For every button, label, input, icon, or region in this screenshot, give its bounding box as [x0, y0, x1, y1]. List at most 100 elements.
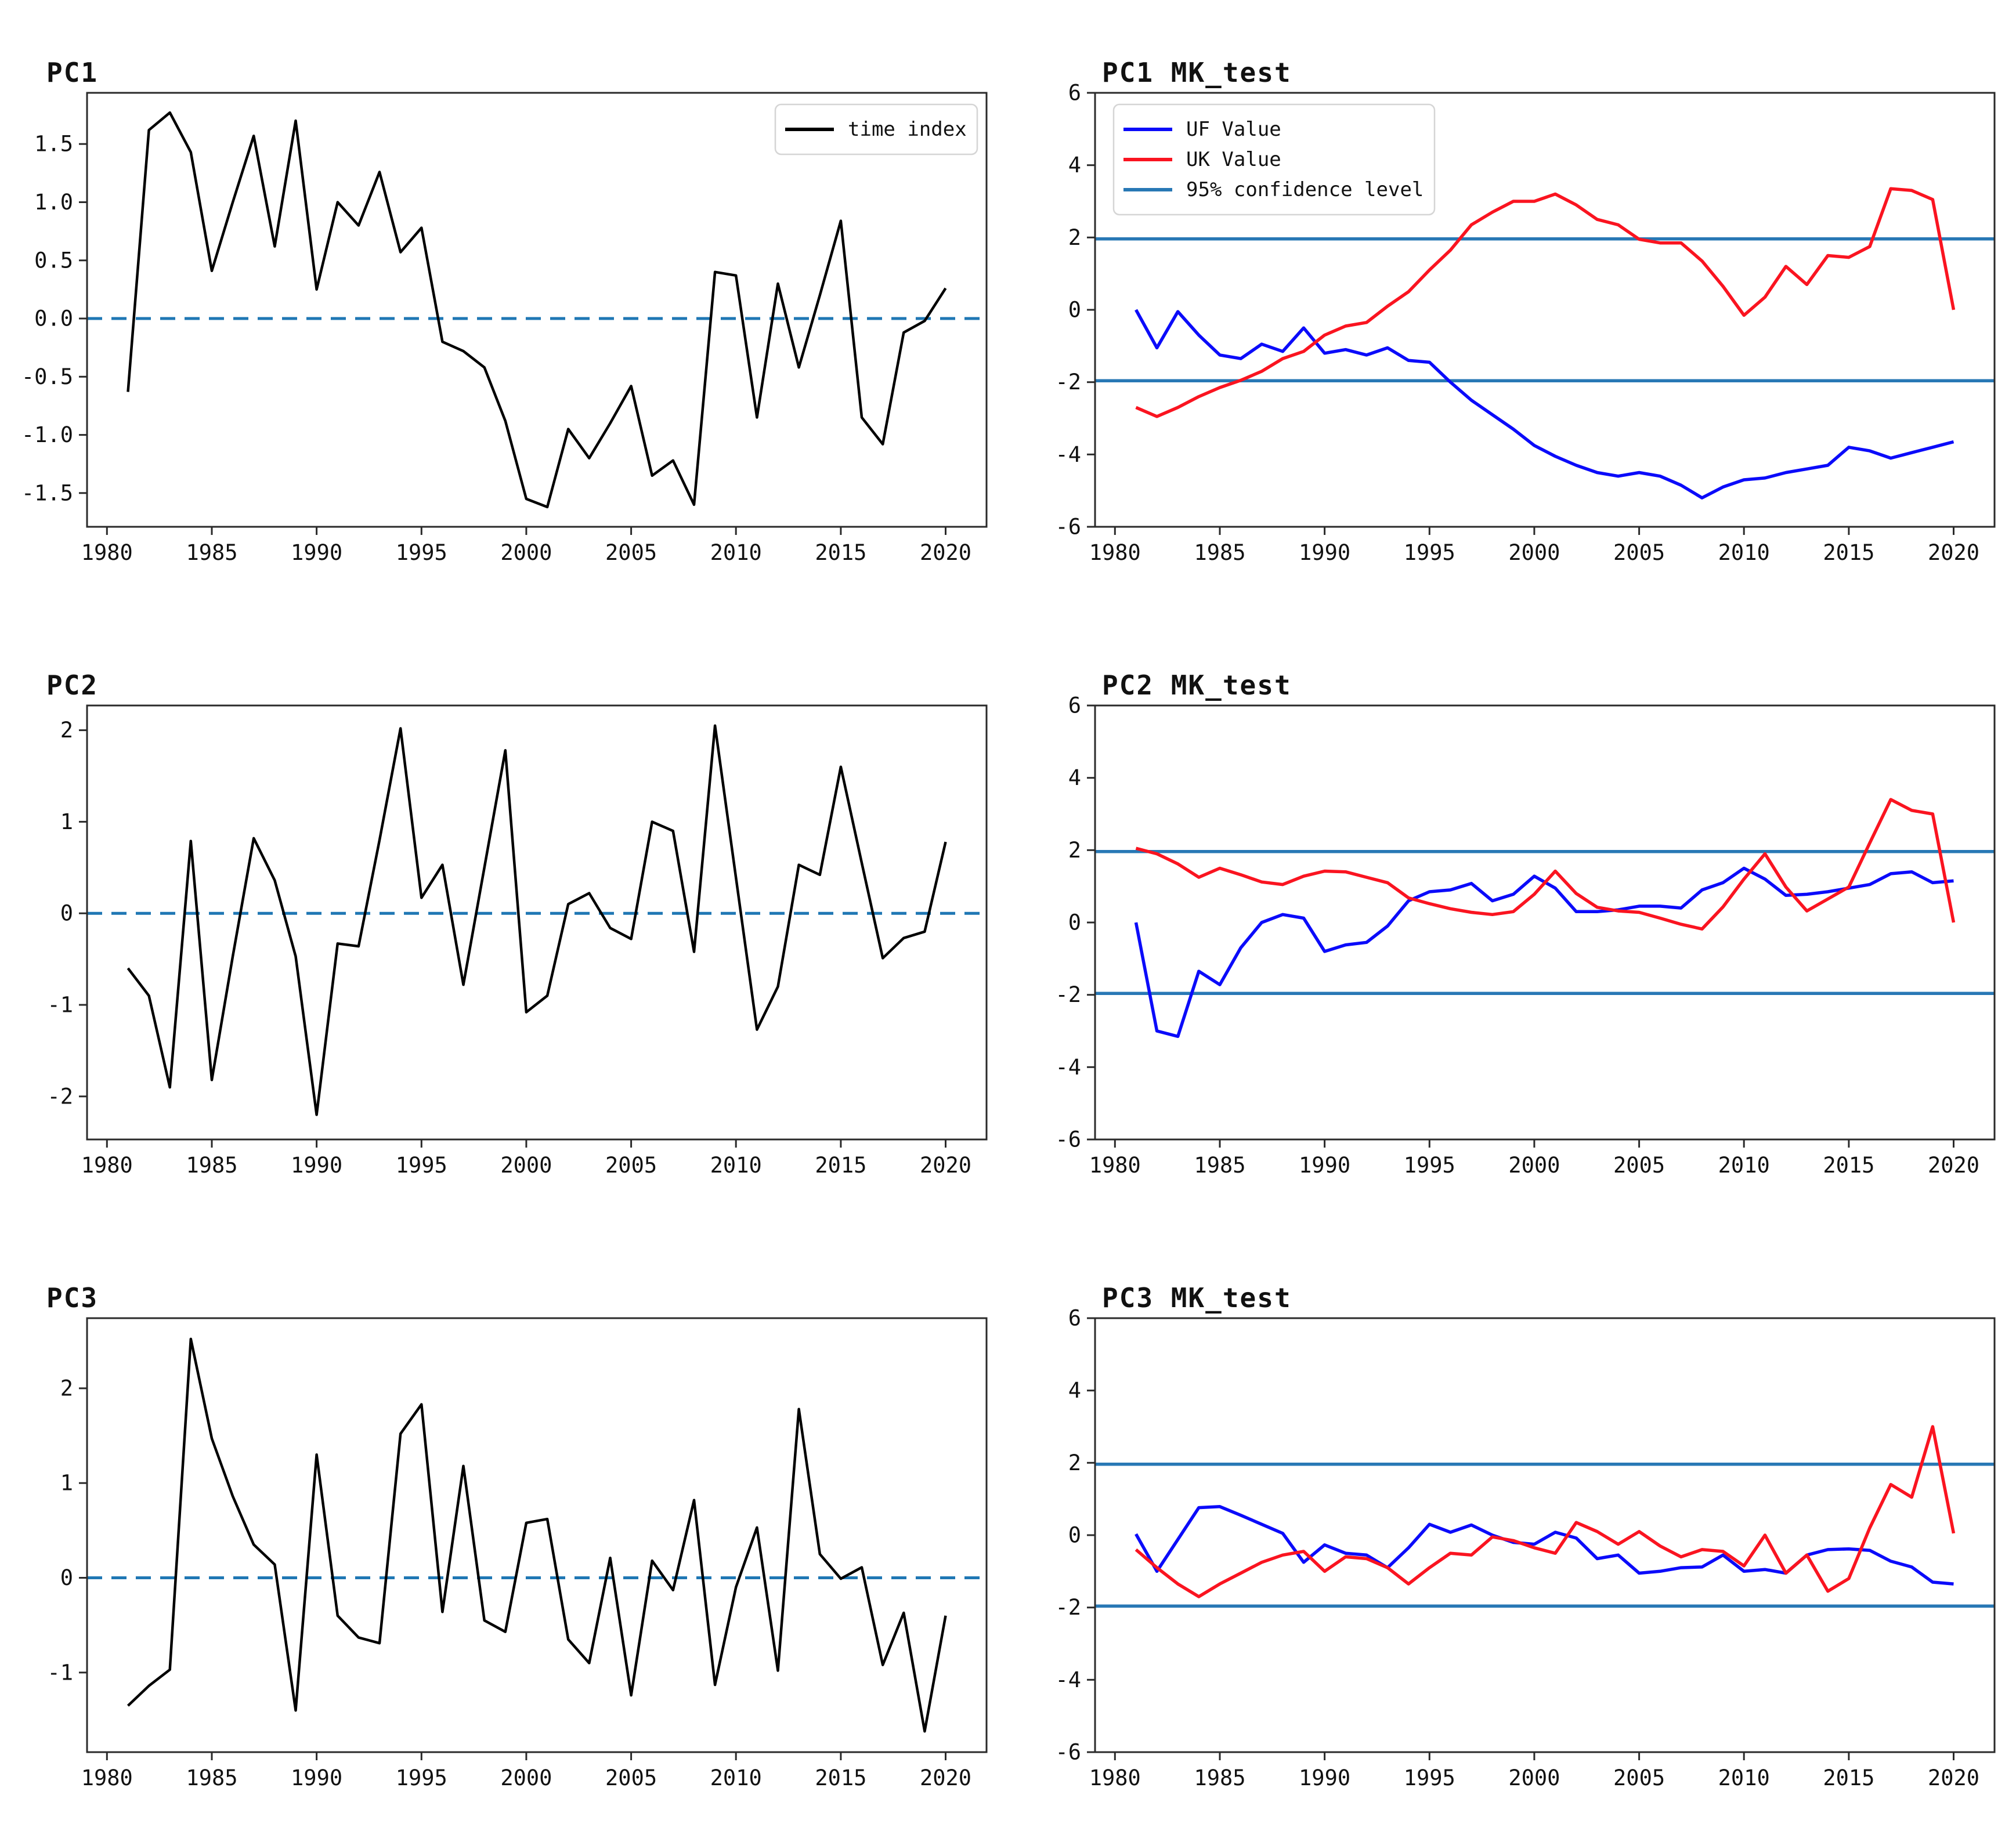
chart-canvas-pc1: 1980 1985 1990 1995 2000 2005 2010 2015 2020 -1.5…	[0, 0, 1008, 613]
x-tick-label: 2000	[500, 540, 552, 565]
x-tick-label: 2015	[1823, 1765, 1874, 1790]
y-tick-label: 6	[1068, 81, 1081, 106]
x-tick-label: 1980	[1089, 1153, 1141, 1178]
x-tick-label: 2000	[500, 1153, 552, 1178]
chart-title-pc1: PC1	[46, 57, 99, 89]
y-tick-label: -0.5	[21, 364, 73, 389]
chart-canvas-pc1-mk-test: 1980 1985 1990 1995 2000 2005 2010 2015 2020 -6 -4…	[1008, 0, 2016, 613]
chart-svg-pc2-mk-test: 1980 1985 1990 1995 2000 2005 2010 2015 2020 -6 -4…	[1055, 693, 1996, 1178]
legend-label-95-confidence-level: 95% confidence level	[1186, 178, 1424, 201]
y-tick-label: -6	[1055, 1127, 1081, 1152]
y-tick-label: -1	[47, 1660, 73, 1685]
series-uf-value-line	[1135, 1505, 1954, 1586]
x-tick-label: 1980	[1089, 540, 1141, 565]
legend: time index	[774, 103, 978, 155]
x-tick-label: 1990	[1299, 1765, 1350, 1790]
x-tick-label: 2015	[815, 540, 866, 565]
x-tick-label: 1980	[81, 1153, 133, 1178]
axes-frame	[86, 1317, 988, 1753]
x-tick-label: 2005	[605, 540, 657, 565]
x-tick-label: 2000	[1508, 540, 1560, 565]
x-tick-label: 2000	[500, 1765, 552, 1790]
y-tick-label: 1.0	[34, 190, 73, 215]
x-tick-label: 1985	[186, 1765, 237, 1790]
series-time-index-line	[127, 1337, 947, 1733]
axes-frame	[86, 704, 988, 1141]
y-tick-label: 1	[60, 809, 73, 834]
subplot-pc1-mk-test: PC1 MK_test 1980 1985 1990 1995 2000 2005 2010…	[1008, 0, 2016, 613]
chart-canvas-pc3: 1980 1985 1990 1995 2000 2005 2010 2015 2020 -1 0 1…	[0, 1225, 1008, 1838]
y-tick-label: 1	[60, 1471, 73, 1496]
subplot-pc3-mk-test: PC3 MK_test 1980 1985 1990 1995 2000 2005 2010…	[1008, 1225, 2016, 1838]
y-tick-label: 2	[60, 1376, 73, 1401]
series-uk-value-line	[1135, 1425, 1956, 1598]
axes-frame	[1094, 704, 1996, 1141]
legend-label-uk-value: UK Value	[1186, 148, 1281, 171]
chart-title-pc3-mk-test: PC3 MK_test	[1102, 1282, 1292, 1314]
y-tick-label: -4	[1055, 1667, 1081, 1692]
x-tick-label: 1995	[396, 1765, 447, 1790]
x-tick-label: 2005	[605, 1153, 657, 1178]
y-tick-label: 0.0	[34, 306, 73, 331]
x-tick-label: 2005	[1613, 1765, 1665, 1790]
y-tick-label: -6	[1055, 1740, 1081, 1765]
x-tick-label: 2005	[1613, 540, 1665, 565]
chart-svg-pc2: 1980 1985 1990 1995 2000 2005 2010 2015 2020 -2 -1…	[47, 704, 988, 1178]
x-tick-label: 2020	[1928, 540, 1979, 565]
axes-frame	[86, 92, 988, 528]
x-tick-label: 1980	[81, 1765, 133, 1790]
x-tick-label: 1985	[1194, 1153, 1245, 1178]
y-tick-label: -2	[1055, 982, 1081, 1007]
x-tick-label: 1995	[1404, 1153, 1455, 1178]
x-tick-label: 2020	[1928, 1765, 1979, 1790]
legend-label-uf-value: UF Value	[1186, 118, 1281, 141]
x-tick-label: 1995	[396, 1153, 447, 1178]
y-tick-label: 4	[1068, 765, 1081, 790]
x-tick-label: 2005	[605, 1765, 657, 1790]
y-tick-label: -1.0	[21, 422, 73, 447]
legend-box	[774, 103, 978, 155]
x-tick-label: 1990	[291, 540, 342, 565]
x-tick-label: 1985	[1194, 1765, 1245, 1790]
legend-label-time-index: time index	[848, 118, 967, 141]
x-tick-label: 1995	[1404, 540, 1455, 565]
x-tick-label: 2010	[1718, 540, 1770, 565]
x-tick-label: 2010	[710, 1765, 762, 1790]
y-tick-label: 2	[1068, 225, 1081, 250]
x-tick-label: 1990	[291, 1765, 342, 1790]
x-tick-label: 1985	[186, 1153, 237, 1178]
y-tick-label: -2	[1055, 370, 1081, 395]
x-tick-label: 2020	[920, 540, 971, 565]
chart-title-pc1-mk-test: PC1 MK_test	[1102, 57, 1292, 89]
x-tick-label: 2000	[1508, 1153, 1560, 1178]
x-tick-label: 2010	[710, 1153, 762, 1178]
series-uf-value-line	[1134, 866, 1954, 1039]
y-tick-label: 0	[1068, 298, 1081, 323]
y-tick-label: 4	[1068, 1378, 1081, 1403]
chart-svg-pc1-mk-test: 1980 1985 1990 1995 2000 2005 2010 2015 2020 -6 -4…	[1055, 81, 1996, 565]
y-tick-label: -2	[1055, 1595, 1081, 1620]
y-tick-label: 2	[60, 718, 73, 743]
chart-svg-pc3: 1980 1985 1990 1995 2000 2005 2010 2015 2020 -1 0 1…	[47, 1317, 988, 1790]
y-tick-label: 4	[1068, 153, 1081, 178]
x-tick-label: 2015	[815, 1153, 866, 1178]
x-tick-label: 1985	[186, 540, 237, 565]
x-tick-label: 2015	[815, 1765, 866, 1790]
x-tick-label: 1990	[291, 1153, 342, 1178]
y-tick-label: 6	[1068, 693, 1081, 718]
x-tick-label: 2020	[1928, 1153, 1979, 1178]
chart-canvas-pc3-mk-test: 1980 1985 1990 1995 2000 2005 2010 2015 2020 -6 -4…	[1008, 1225, 2016, 1838]
chart-title-pc2-mk-test: PC2 MK_test	[1102, 670, 1292, 701]
x-tick-label: 2010	[1718, 1153, 1770, 1178]
y-tick-label: -1.5	[21, 480, 73, 505]
legend: UF Value UK Value 95% confidence level	[1112, 103, 1436, 216]
y-tick-label: 1.5	[34, 132, 73, 157]
subplot-pc1: PC1 1980 1985 1990 1995 2000 2005 2010 2015 2020…	[0, 0, 1008, 613]
chart-svg-pc3-mk-test: 1980 1985 1990 1995 2000 2005 2010 2015 2020 -6 -4…	[1055, 1306, 1996, 1790]
axes-frame	[1094, 1317, 1996, 1753]
chart-title-pc2: PC2	[46, 670, 99, 701]
x-tick-label: 2015	[1823, 540, 1874, 565]
x-tick-label: 1990	[1299, 1153, 1350, 1178]
x-tick-label: 1990	[1299, 540, 1350, 565]
